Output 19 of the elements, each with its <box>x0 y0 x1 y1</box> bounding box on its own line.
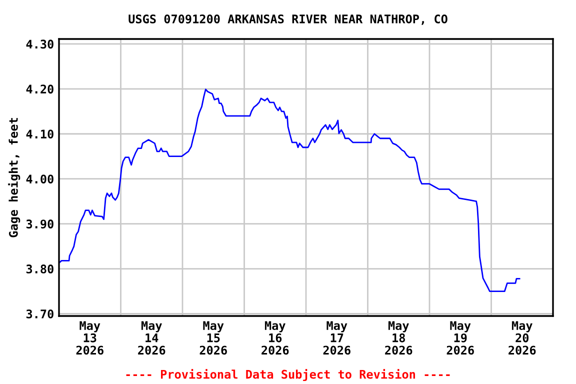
x-tick-label: May 15 2026 <box>200 321 227 355</box>
text: ---- Provisional Data Subject to Revision ---- <box>126 368 450 382</box>
y-tick-label: 3.90 <box>26 220 54 229</box>
y-axis-title: Gage height, feet <box>8 118 20 238</box>
x-tick-label: May 19 2026 <box>446 321 474 355</box>
x-tick-label: May 20 2026 <box>508 321 536 355</box>
x-tick-label: May 17 2026 <box>323 321 350 355</box>
y-tick-label: 3.80 <box>26 264 54 274</box>
chart-title: USGS 07091200 ARKANSAS RIVER NEAR NATHROP, CO <box>128 14 448 25</box>
line-series <box>59 88 520 292</box>
x-tick-label: May 16 2026 <box>262 321 289 355</box>
x-tick-label: May 14 2026 <box>138 321 166 355</box>
x-tick-label: May 18 2026 <box>385 321 412 355</box>
y-tick-label: 4.30 <box>26 40 54 49</box>
y-tick-label: 4.20 <box>26 84 54 94</box>
y-tick-label: 4.00 <box>26 174 54 184</box>
x-tick-label: May 13 2026 <box>76 321 104 355</box>
y-tick-label: 4.10 <box>26 130 54 139</box>
y-tick-label: 3.70 <box>26 309 54 318</box>
